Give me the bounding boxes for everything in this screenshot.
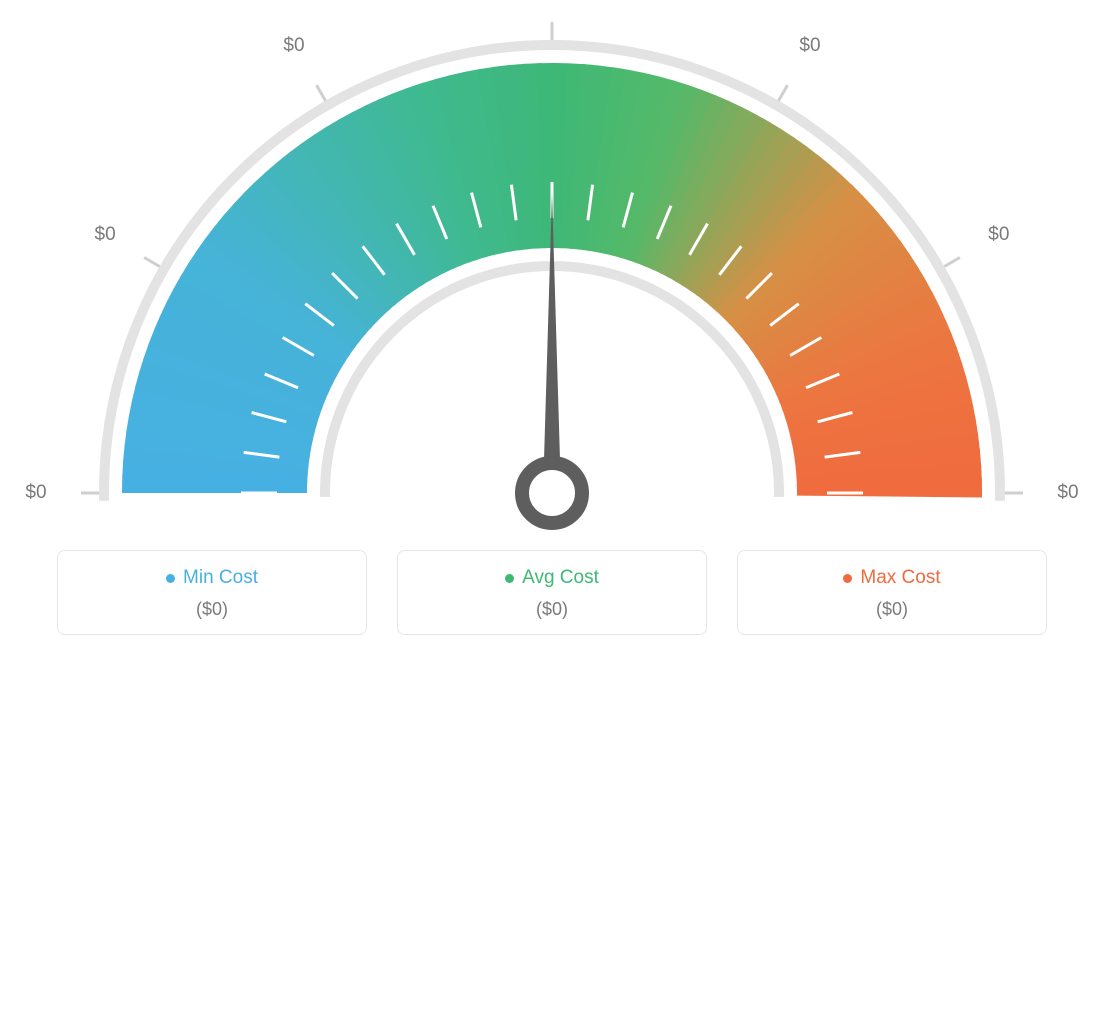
gauge-scale-label: $0 xyxy=(95,224,116,246)
gauge-container: $0$0$0$0$0$0$0 xyxy=(0,0,1104,555)
gauge-scale-label: $0 xyxy=(25,482,46,504)
gauge-scale-label: $0 xyxy=(283,35,304,57)
gauge-scale-label: $0 xyxy=(988,224,1009,246)
gauge-scale-label: $0 xyxy=(1057,482,1078,504)
gauge-scale-label: $0 xyxy=(799,35,820,57)
gauge-chart xyxy=(0,0,1104,1023)
